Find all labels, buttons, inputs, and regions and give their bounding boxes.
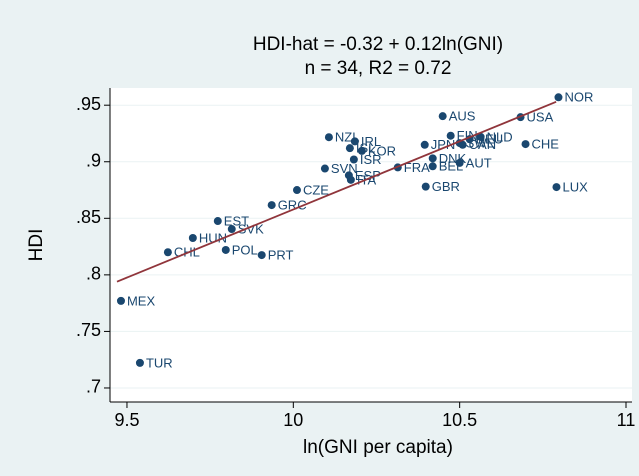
point-label: IRL (361, 134, 381, 149)
point (188, 233, 197, 242)
point (357, 146, 366, 155)
y-tick-label: .8 (86, 264, 101, 284)
point (554, 93, 563, 102)
x-axis-title: ln(GNI per capita) (303, 437, 453, 458)
point (421, 182, 430, 191)
point (458, 140, 467, 149)
point-label: EST (224, 213, 249, 228)
point (257, 251, 266, 260)
point (346, 175, 355, 184)
point-label: TUR (146, 355, 173, 370)
point (446, 131, 455, 140)
y-tick-label: .75 (76, 320, 101, 340)
point-label: POL (232, 242, 258, 257)
point-label: ISR (360, 152, 382, 167)
point-label: KOR (368, 143, 396, 158)
point (324, 133, 333, 142)
point-label: CZE (303, 182, 329, 197)
point-label: USA (527, 110, 554, 125)
y-tick-label: .85 (76, 207, 101, 227)
point-label: HUN (199, 230, 227, 245)
point (428, 162, 437, 171)
point (320, 164, 329, 173)
point (163, 248, 172, 257)
x-tick-label: 10 (283, 410, 303, 430)
point-label: PRT (268, 248, 294, 263)
point-label: ESP (355, 168, 381, 183)
y-tick-label: .7 (86, 377, 101, 397)
point (428, 154, 437, 163)
point-label: CHE (532, 137, 560, 152)
point-label: BEL (439, 159, 464, 174)
point (476, 132, 485, 141)
point (345, 144, 354, 153)
point-label: ISL (356, 141, 376, 156)
point (349, 155, 358, 164)
point-label: AUS (449, 109, 476, 124)
point-label: NOR (564, 90, 593, 105)
point-label: SVN (331, 161, 358, 176)
x-tick-label: 10.5 (442, 410, 477, 430)
point (292, 186, 301, 195)
point (221, 245, 230, 254)
point-label: AUT (466, 155, 492, 170)
point (420, 140, 429, 149)
point-label: CAN (469, 137, 496, 152)
point (552, 183, 561, 192)
point (438, 112, 447, 121)
point (213, 217, 222, 226)
point (350, 137, 359, 146)
fit-line (116, 100, 557, 283)
point-label: GBR (432, 179, 460, 194)
y-tick-label: .95 (76, 94, 101, 114)
point-label: LUX (562, 180, 588, 195)
chart-title: HDI-hat = -0.32 + 0.12ln(GNI) (253, 34, 503, 55)
point-label: NLD (487, 129, 513, 144)
chart-subtitle: n = 34, R2 = 0.72 (305, 58, 452, 79)
point-label: MEX (127, 293, 156, 308)
y-tick-label: .9 (86, 150, 101, 170)
y-axis-title: HDI (26, 229, 47, 262)
point-label: JPN (431, 137, 456, 152)
x-tick-label: 11 (617, 410, 636, 430)
point (455, 158, 464, 167)
point-label: SVK (238, 221, 264, 236)
plot-area (110, 88, 632, 402)
point (116, 296, 125, 305)
point (135, 358, 144, 367)
point (267, 201, 276, 210)
point (227, 225, 236, 234)
point (521, 140, 530, 149)
x-tick-label: 9.5 (114, 410, 139, 430)
point-label: DEU (476, 132, 503, 147)
point-label: GRC (278, 198, 307, 213)
point-label: FRA (404, 160, 430, 175)
